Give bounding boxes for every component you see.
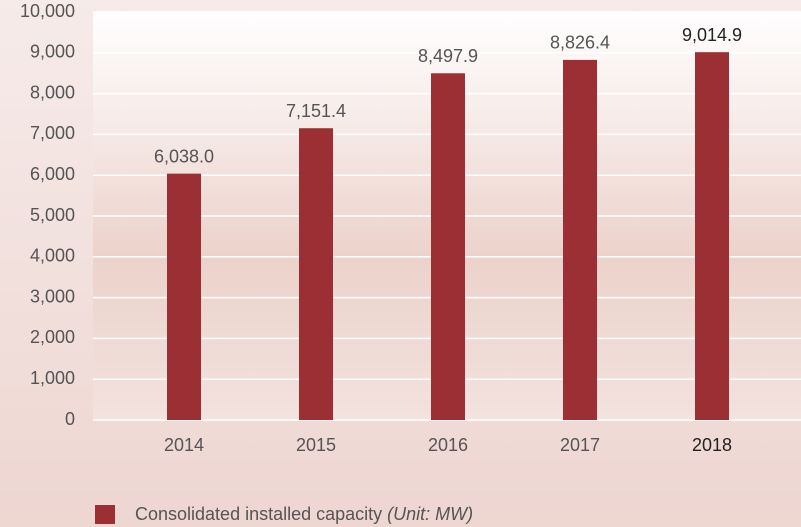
- bar: [167, 173, 201, 420]
- y-tick-label: 6,000: [30, 164, 75, 184]
- x-tick-label: 2014: [164, 435, 204, 455]
- x-tick-label: 2017: [560, 435, 600, 455]
- data-label: 7,151.4: [286, 101, 346, 121]
- bar: [563, 59, 597, 421]
- y-tick-label: 0: [65, 409, 75, 429]
- y-tick-label: 8,000: [30, 82, 75, 102]
- y-tick-label: 9,000: [30, 42, 75, 62]
- y-tick-label: 3,000: [30, 286, 75, 306]
- data-label: 9,014.9: [682, 25, 742, 45]
- y-tick-label: 10,000: [20, 1, 75, 21]
- y-tick-label: 4,000: [30, 246, 75, 266]
- bar: [431, 73, 465, 421]
- x-tick-label: 2018: [692, 435, 732, 455]
- y-tick-label: 7,000: [30, 123, 75, 143]
- bar: [695, 52, 729, 421]
- y-tick-label: 2,000: [30, 327, 75, 347]
- y-tick-label: 5,000: [30, 205, 75, 225]
- data-label: 8,497.9: [418, 46, 478, 66]
- data-label: 6,038.0: [154, 146, 214, 166]
- x-tick-label: 2016: [428, 435, 468, 455]
- legend-label: Consolidated installed capacity (Unit: M…: [135, 504, 473, 524]
- x-tick-label: 2015: [296, 435, 336, 455]
- legend-swatch: [95, 505, 115, 524]
- bar: [299, 128, 333, 420]
- y-tick-label: 1,000: [30, 368, 75, 388]
- data-label: 8,826.4: [550, 33, 610, 53]
